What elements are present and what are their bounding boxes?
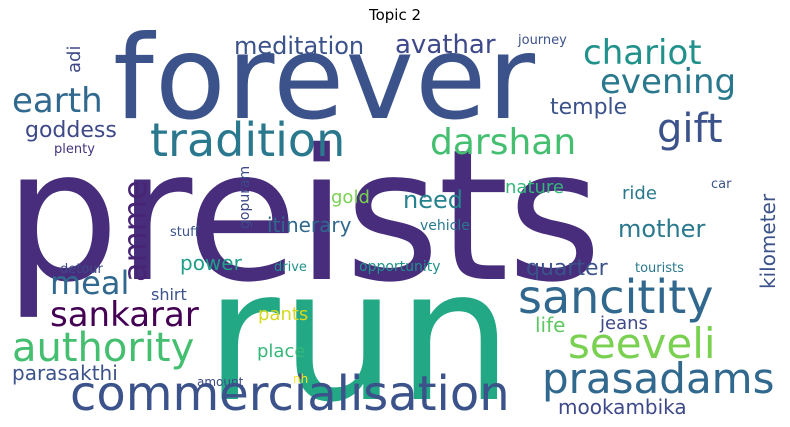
word-tourists: tourists [635,261,684,276]
word-chariot: chariot [583,33,702,73]
word-need: need [403,186,463,214]
word-place: place [257,341,306,362]
word-amme: amme [116,180,154,282]
word-gift: gift [657,106,723,152]
word-forever: forever [113,29,537,146]
word-earth: earth [12,81,103,121]
word-authority: authority [12,325,195,371]
word-pants: pants [258,304,309,325]
word-itinerary: itinerary [267,213,352,237]
word-meal: meal [50,264,130,302]
word-detour: detour [60,262,103,277]
word-darshan: darshan [430,122,577,163]
word-mookambika: mookambika [558,395,687,419]
word-kilometer: kilometer [756,193,780,289]
word-amount: amount [197,375,244,389]
word-journey: journey [518,33,567,48]
word-meditation: meditation [234,32,365,60]
word-stuff: stuff [170,225,200,240]
chart-title: Topic 2 [368,6,422,24]
word-commercialisation: commercialisation [70,366,510,422]
word-shirt: shirt [151,285,187,304]
word-goddess: goddess [25,118,117,143]
word-prasadams: prasadams [542,354,775,403]
word-car: car [711,177,732,192]
word-nh: nh [293,372,309,386]
word-jeans: jeans [600,313,648,334]
word-nature: nature [505,177,564,198]
word-parasakthi: parasakthi [12,361,118,385]
word-quarter: quarter [526,256,608,281]
word-sancitity: sancitity [518,270,714,324]
word-drive: drive [274,260,307,275]
word-mother: mother [618,215,706,243]
word-opportunity: opportunity [359,259,441,275]
word-tradition: tradition [150,113,346,167]
word-life: life [535,313,566,337]
word-gopuram: gopuram [237,165,253,229]
word-plenty: plenty [54,142,95,157]
word-evening: evening [600,62,737,102]
word-power: power [180,251,242,275]
word-temple: temple [550,95,628,120]
word-seeveli: seeveli [568,319,716,368]
word-ride: ride [622,183,657,204]
word-run: run [205,230,514,426]
word-preists: preists [10,110,602,322]
word-avathar: avathar [395,30,496,60]
word-gold: gold [331,187,370,208]
word-vehicle: vehicle [420,218,470,234]
word-adi: adi [64,45,85,73]
word-cloud: forever preists run commercialisation tr… [10,29,780,426]
word-sankarar: sankarar [50,295,199,335]
